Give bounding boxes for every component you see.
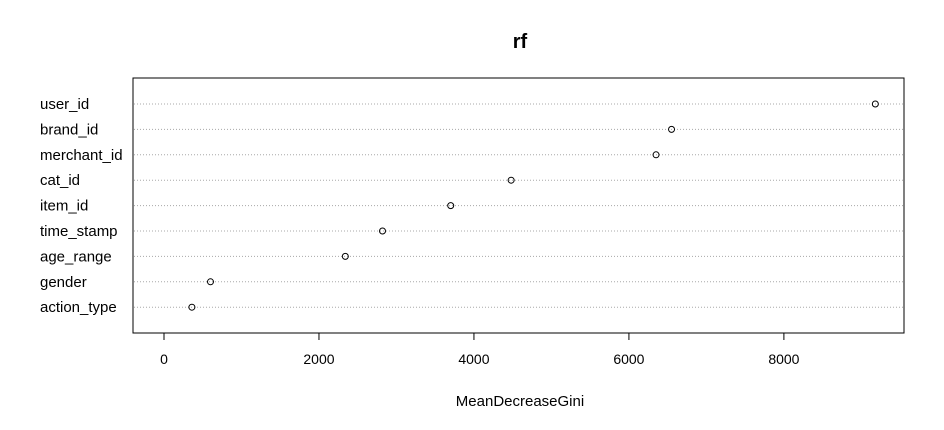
data-point [871, 100, 879, 108]
data-point [668, 125, 676, 133]
category-label: brand_id [40, 121, 98, 138]
x-tick-label: 8000 [768, 351, 799, 367]
x-tick-label: 4000 [458, 351, 489, 367]
category-label: age_range [40, 248, 112, 265]
data-point [341, 252, 349, 260]
category-label: user_id [40, 96, 89, 113]
data-points [188, 100, 879, 311]
x-axis-label: MeanDecreaseGini [456, 393, 584, 410]
data-point [206, 278, 214, 286]
category-label: cat_id [40, 172, 80, 189]
data-point [652, 151, 660, 159]
x-tick-label: 6000 [613, 351, 644, 367]
category-label: item_id [40, 198, 88, 215]
category-label: merchant_id [40, 147, 123, 164]
x-axis: 0 2000 4000 6000 8000 [160, 332, 800, 367]
data-point [507, 176, 515, 184]
x-tick-label: 2000 [303, 351, 334, 367]
data-point [447, 202, 455, 210]
data-point [379, 227, 387, 235]
category-label: action_type [40, 299, 117, 316]
chart-title: rf [513, 31, 528, 53]
x-tick-label: 0 [160, 351, 168, 367]
grid-lines [134, 103, 903, 308]
category-labels: user_id brand_id merchant_id cat_id item_idt… [40, 96, 123, 316]
category-label: time_stamp [40, 223, 118, 240]
category-label: gender [40, 274, 87, 291]
data-point [188, 303, 196, 311]
